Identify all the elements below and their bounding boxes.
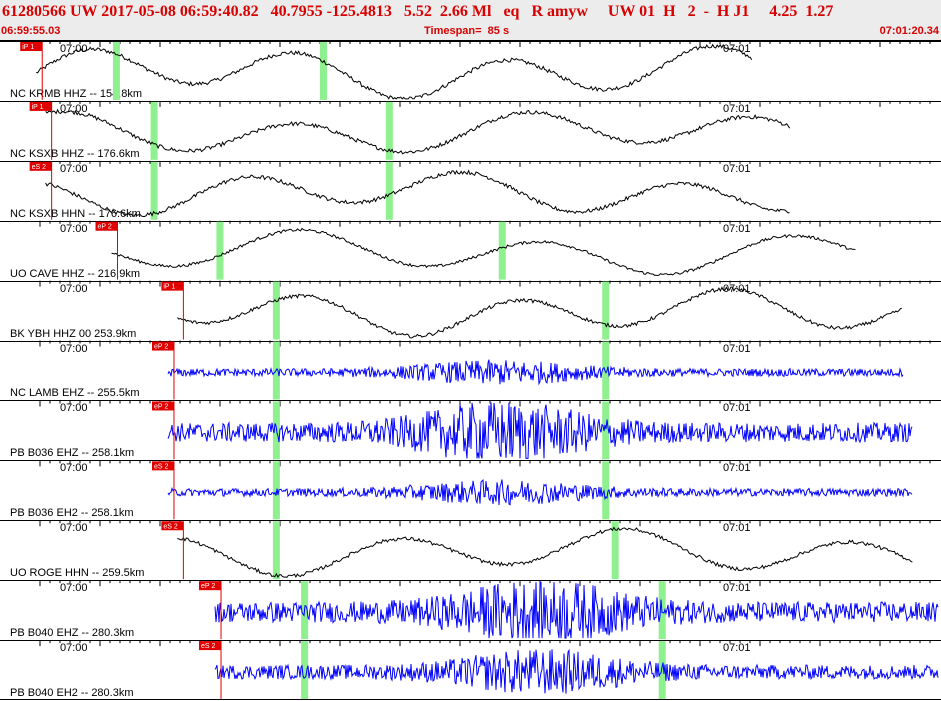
time-tick-label: 07:00	[60, 522, 88, 535]
phase-window-marker	[150, 101, 158, 160]
phase-pick-flag[interactable]	[199, 581, 222, 591]
waveform-trace	[177, 526, 913, 578]
phase-pick-label: eS 2	[201, 643, 216, 650]
channel-label: PB B040 EHZ -- 280.3km	[10, 627, 135, 640]
window-end-time: 07:01:20.34	[879, 25, 939, 37]
channel-label: UO CAVE HHZ -- 216.9km	[10, 267, 140, 280]
channel-label: BK YBH HHZ 00 253.9km	[10, 327, 137, 340]
phase-pick-flag[interactable]	[20, 42, 43, 51]
waveform-trace	[45, 108, 791, 155]
phase-window-marker	[272, 281, 280, 340]
phase-window-marker	[602, 461, 610, 520]
channel-label: NC KSXB HHZ -- 176.6km	[10, 147, 140, 160]
phase-pick-flag[interactable]	[161, 281, 184, 291]
phase-pick-label: eP 2	[154, 403, 168, 410]
time-tick-label: 07:00	[60, 222, 88, 235]
phase-pick-flag[interactable]	[151, 461, 174, 471]
time-tick-label: 07:01	[723, 642, 751, 655]
phase-pick-label: eP 2	[98, 224, 112, 231]
phase-window-marker	[611, 521, 619, 580]
time-tick-label: 07:01	[723, 342, 751, 355]
phase-window-marker	[385, 161, 393, 220]
time-tick-label: 07:00	[60, 43, 88, 55]
time-tick-label: 07:01	[723, 462, 751, 475]
channel-label: NC LAMB EHZ -- 255.5km	[10, 387, 140, 400]
time-tick-label: 07:00	[60, 342, 88, 355]
event-summary-title: 61280566 UW 2017-05-08 06:59:40.82 40.79…	[2, 3, 834, 20]
phase-pick-flag[interactable]	[95, 221, 118, 231]
phase-pick-label: eP 2	[154, 344, 168, 351]
channel-label: NC KRMB HHZ -- 154.8km	[10, 87, 143, 100]
phase-window-marker	[602, 401, 610, 460]
time-tick-label: 07:00	[60, 462, 88, 475]
time-tick-label: 07:01	[723, 402, 751, 415]
waveform-trace	[36, 43, 753, 100]
phase-pick-flag[interactable]	[199, 641, 222, 651]
waveform-trace	[167, 359, 904, 386]
time-tick-label: 07:00	[60, 582, 88, 595]
phase-pick-flag[interactable]	[161, 521, 184, 531]
waveform-trace	[177, 286, 903, 339]
channel-label: UO ROGE HHN -- 259.5km	[10, 567, 145, 580]
time-tick-label: 07:00	[60, 282, 88, 295]
waveform-traces[interactable]: iP 1 iP 1 eS 2 eP 2 iP 1 eP 2 eP 2 eS 2 eS 2 eP 2…	[0, 41, 941, 700]
phase-window-marker	[150, 161, 158, 220]
waveform-trace	[45, 169, 790, 218]
time-tick-label: 07:00	[60, 162, 88, 175]
phase-pick-label: iP 1	[32, 104, 44, 111]
phase-window-marker	[216, 221, 224, 280]
phase-pick-label: eS 2	[154, 463, 169, 470]
phase-window-marker	[272, 521, 280, 580]
phase-pick-label: eS 2	[32, 164, 47, 171]
phase-pick-label: iP 1	[22, 44, 34, 51]
waveform-trace	[214, 581, 939, 639]
phase-pick-flag[interactable]	[151, 401, 174, 411]
phase-pick-flag[interactable]	[29, 161, 52, 171]
channel-label: PB B036 EH2 -- 258.1km	[10, 507, 134, 520]
phase-pick-label: iP 1	[163, 284, 175, 291]
phase-window-marker	[498, 221, 506, 280]
waveform-trace	[167, 402, 913, 459]
phase-window-marker	[658, 641, 666, 699]
window-start-time: 06:59:55.03	[1, 25, 61, 37]
phase-pick-label: eP 2	[201, 583, 215, 590]
time-tick-label: 07:01	[723, 102, 751, 115]
phase-window-marker	[112, 42, 120, 100]
time-tick-label: 07:01	[723, 162, 751, 175]
phase-pick-flag[interactable]	[29, 101, 52, 111]
channel-label: PB B036 EHZ -- 258.1km	[10, 447, 135, 460]
phase-window-marker	[602, 341, 610, 400]
phase-window-marker	[319, 42, 327, 100]
waveform-trace	[167, 479, 913, 506]
time-tick-label: 07:01	[723, 222, 751, 235]
time-tick-label: 07:01	[723, 43, 751, 55]
phase-pick-flag[interactable]	[151, 341, 174, 351]
phase-window-marker	[385, 101, 393, 160]
timespan-readout: Timespan= 85 s	[424, 25, 510, 37]
waveform-trace	[111, 227, 856, 277]
time-tick-label: 07:01	[723, 522, 751, 535]
phase-window-marker	[602, 281, 610, 340]
time-tick-label: 07:01	[723, 582, 751, 595]
waveform-trace	[214, 648, 939, 694]
time-tick-label: 07:00	[60, 642, 88, 655]
phase-pick-label: eS 2	[163, 523, 178, 530]
channel-label: PB B040 EH2 -- 280.3km	[10, 686, 134, 699]
event-header: 61280566 UW 2017-05-08 06:59:40.82 40.79…	[0, 0, 941, 41]
time-tick-label: 07:00	[60, 402, 88, 415]
phase-window-marker	[301, 641, 309, 699]
